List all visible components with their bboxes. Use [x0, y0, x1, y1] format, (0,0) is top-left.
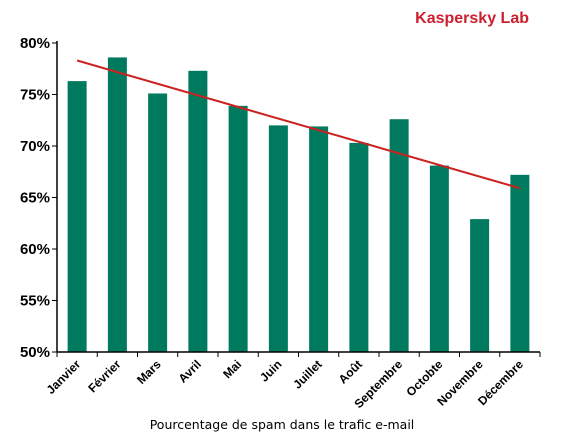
- y-tick-label: 80%: [20, 35, 50, 52]
- x-tick-label: Juin: [257, 357, 284, 384]
- y-tick-label: 70%: [20, 138, 50, 155]
- y-tick-label: 65%: [20, 190, 50, 207]
- x-tick-label: Février: [85, 357, 123, 395]
- bar-10: [429, 165, 449, 352]
- bar-7: [309, 126, 329, 353]
- bar-5: [228, 105, 248, 352]
- bar-12: [510, 174, 530, 352]
- trend-line: [76, 59, 521, 190]
- bar-11: [470, 219, 490, 352]
- trend-line-group: [76, 59, 521, 190]
- x-axis-ticks: Janvier Février Mars Avril Mai Juin Juillet Aoû…: [44, 352, 541, 411]
- bar-2: [107, 57, 127, 353]
- y-tick-label: 50%: [20, 344, 50, 361]
- x-tick-label: Juillet: [290, 357, 324, 391]
- brand-logo-text: Kaspersky Lab: [415, 10, 529, 27]
- x-tick-label: Avril: [176, 357, 204, 385]
- bar-4: [188, 70, 208, 352]
- x-tick-label: Août: [336, 357, 365, 386]
- y-tick-label: 55%: [20, 293, 50, 310]
- axes: [56, 41, 540, 353]
- y-axis-ticks: 50% 55% 60% 65% 70% 75% 80%: [20, 35, 57, 361]
- bar-9: [389, 119, 409, 352]
- bar-6: [268, 125, 288, 353]
- bar-1: [67, 81, 87, 353]
- bar-series: [67, 57, 530, 353]
- x-tick-label: Mai: [220, 357, 244, 381]
- x-tick-label: Mars: [134, 357, 164, 387]
- bar-8: [349, 142, 369, 352]
- x-tick-label: Janvier: [44, 357, 84, 397]
- bar-3: [148, 93, 168, 352]
- y-tick-label: 60%: [20, 241, 50, 258]
- chart-caption: Pourcentage de spam dans le trafic e-mai…: [150, 417, 415, 432]
- y-tick-label: 75%: [20, 87, 50, 104]
